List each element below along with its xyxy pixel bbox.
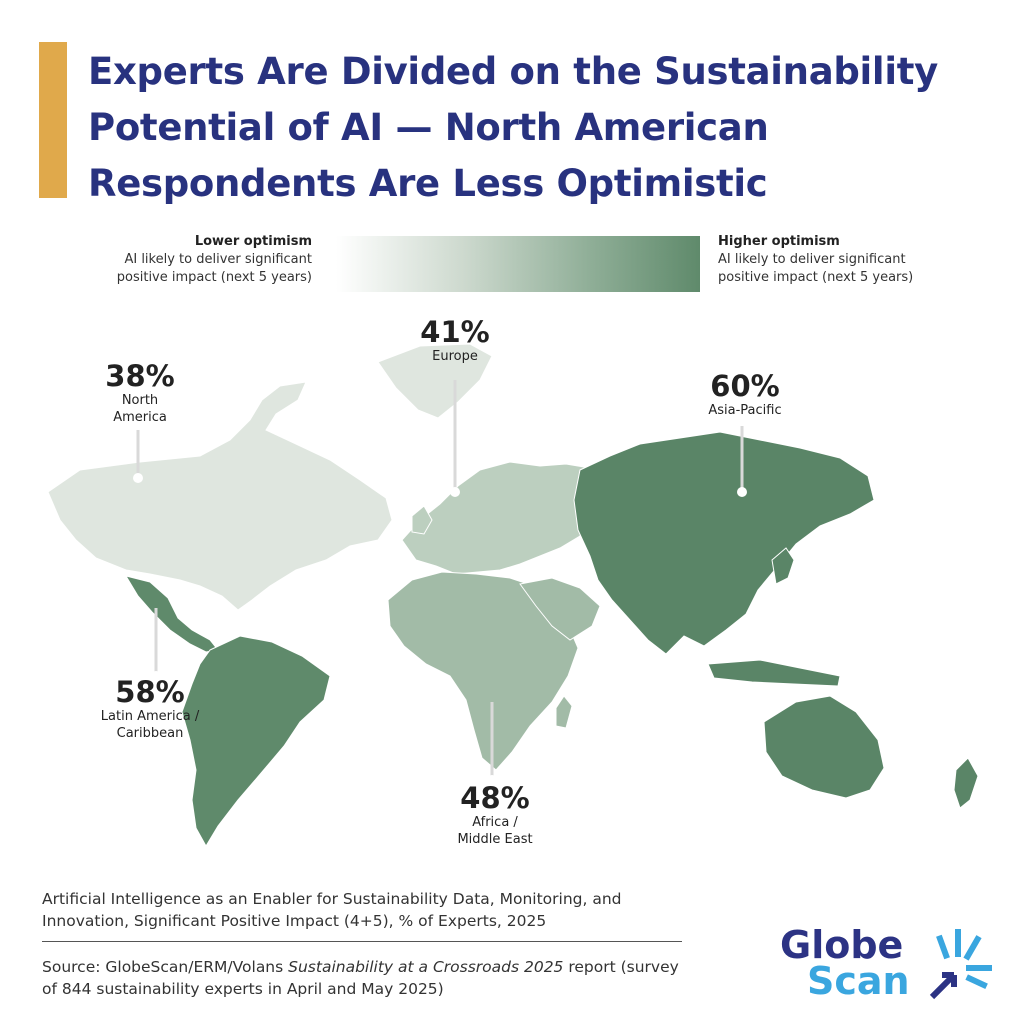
source-report-title: Sustainability at a Crossroads 2025 [288, 958, 564, 976]
label-africa-me: 48% Africa / Middle East [440, 782, 550, 848]
name-north-america: North America [113, 393, 167, 425]
title-accent-bar [39, 42, 67, 198]
label-north-america: 38% North America [90, 360, 190, 426]
chart-caption: Artificial Intelligence as an Enabler fo… [42, 890, 622, 930]
region-australia [763, 695, 885, 799]
chart-title: Experts Are Divided on the Sustainabilit… [88, 50, 938, 205]
leader-dot-asia-pacific [737, 487, 747, 497]
legend-low-sub: AI likely to deliver significant positiv… [116, 252, 312, 285]
region-asia [573, 431, 875, 655]
region-uk [411, 505, 433, 535]
legend-high-label: Higher optimism [718, 234, 840, 249]
pct-asia-pacific: 60% [710, 369, 780, 403]
region-japan [771, 547, 795, 585]
region-indonesia [707, 659, 841, 687]
legend-gradient-bar [336, 236, 700, 292]
region-greenland [377, 343, 493, 419]
leader-dot-africa-me [487, 775, 497, 785]
logo-word-scan: Scan [807, 959, 910, 1003]
name-asia-pacific: Asia-Pacific [708, 403, 782, 418]
pct-north-america: 38% [105, 359, 175, 393]
region-middle-east [519, 577, 601, 641]
leader-dot-europe [450, 487, 460, 497]
legend-high-sub: AI likely to deliver significant positiv… [718, 252, 914, 285]
region-madagascar [555, 695, 573, 729]
name-africa-me: Africa / Middle East [457, 815, 533, 847]
pct-africa-me: 48% [460, 781, 530, 815]
leader-dot-latin-america [151, 671, 161, 681]
globescan-logo: Globe Scan [780, 925, 1000, 1005]
region-africa [387, 571, 579, 771]
pct-europe: 41% [420, 315, 490, 349]
label-latin-america: 58% Latin America / Caribbean [85, 676, 215, 742]
source-suffix: report (survey of 844 sustainability exp… [42, 958, 679, 998]
region-south-america [181, 635, 331, 847]
color-legend: Lower optimism AI likely to deliver sign… [0, 233, 1024, 303]
name-latin-america: Latin America / Caribbean [100, 709, 200, 741]
logo-burst-icon [929, 929, 992, 1000]
logo-word-globe: Globe [780, 923, 904, 967]
legend-high: Higher optimism AI likely to deliver sig… [718, 233, 928, 287]
pct-latin-america: 58% [115, 675, 185, 709]
name-europe: Europe [432, 349, 478, 364]
label-asia-pacific: 60% Asia-Pacific [690, 370, 800, 419]
legend-low-label: Lower optimism [194, 234, 312, 249]
region-north-america [47, 381, 393, 611]
legend-low: Lower optimism AI likely to deliver sign… [112, 233, 312, 287]
source-prefix: Source: GlobeScan/ERM/Volans [42, 958, 289, 976]
leader-dot-north-america [133, 473, 143, 483]
source-note: Source: GlobeScan/ERM/Volans Sustainabil… [42, 956, 687, 1000]
label-europe: 41% Europe [405, 316, 505, 365]
caption-divider [42, 941, 682, 942]
region-new-zealand [953, 757, 979, 809]
